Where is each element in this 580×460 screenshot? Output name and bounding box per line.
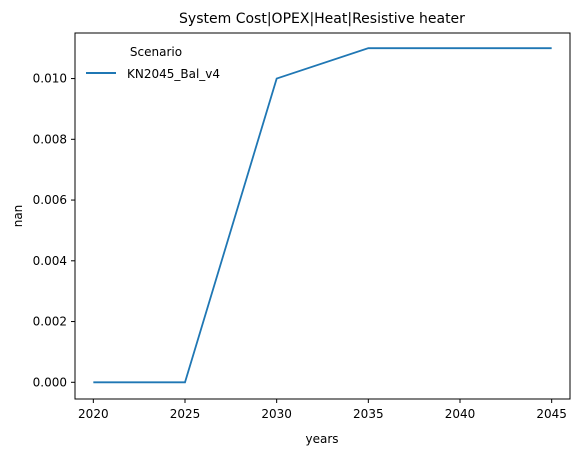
- x-tick-label: 2025: [170, 407, 201, 421]
- y-tick-label: 0.002: [33, 315, 67, 329]
- x-tick-label: 2040: [445, 407, 476, 421]
- series-layer: [93, 47, 552, 384]
- series-line: [93, 47, 552, 384]
- x-tick-label: 2045: [536, 407, 567, 421]
- x-axis-label: years: [305, 432, 338, 446]
- y-axis: 0.000 0.002 0.004 0.006 0.008 0.010: [33, 72, 75, 389]
- x-tick-label: 2020: [78, 407, 109, 421]
- y-tick-label: 0.000: [33, 375, 67, 389]
- x-tick-label: 2035: [353, 407, 384, 421]
- y-tick-label: 0.008: [33, 132, 67, 146]
- legend: Scenario KN2045_Bal_v4: [86, 45, 220, 81]
- plot-frame: [74, 32, 571, 400]
- legend-label: KN2045_Bal_v4: [127, 67, 220, 81]
- y-tick-label: 0.004: [33, 254, 67, 268]
- y-tick-label: 0.006: [33, 193, 67, 207]
- chart-title: System Cost|OPEX|Heat|Resistive heater: [179, 11, 465, 27]
- y-tick-label: 0.010: [33, 72, 67, 86]
- x-axis: 2020 2025 2030 2035 2040 2045: [78, 399, 567, 421]
- x-tick-label: 2030: [261, 407, 292, 421]
- y-axis-label: nan: [11, 205, 25, 228]
- legend-title: Scenario: [130, 45, 182, 59]
